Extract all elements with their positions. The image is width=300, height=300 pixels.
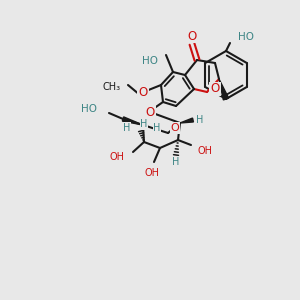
Text: CH₃: CH₃ bbox=[103, 82, 121, 92]
Text: O: O bbox=[210, 82, 220, 95]
Text: H: H bbox=[153, 123, 161, 133]
Text: OH: OH bbox=[110, 152, 125, 162]
Text: H: H bbox=[123, 123, 131, 133]
Text: O: O bbox=[138, 86, 148, 100]
Polygon shape bbox=[219, 79, 229, 100]
Text: H: H bbox=[172, 157, 180, 167]
Text: HO: HO bbox=[142, 56, 158, 66]
Text: O: O bbox=[171, 123, 179, 133]
Text: OH: OH bbox=[197, 146, 212, 156]
Text: H: H bbox=[196, 115, 204, 125]
Text: O: O bbox=[146, 106, 154, 118]
Text: OH: OH bbox=[145, 168, 160, 178]
Polygon shape bbox=[122, 117, 143, 125]
Text: HO: HO bbox=[81, 104, 97, 114]
Polygon shape bbox=[180, 118, 194, 123]
Text: O: O bbox=[188, 29, 196, 43]
Text: H: H bbox=[140, 119, 148, 129]
Text: HO: HO bbox=[238, 32, 254, 42]
